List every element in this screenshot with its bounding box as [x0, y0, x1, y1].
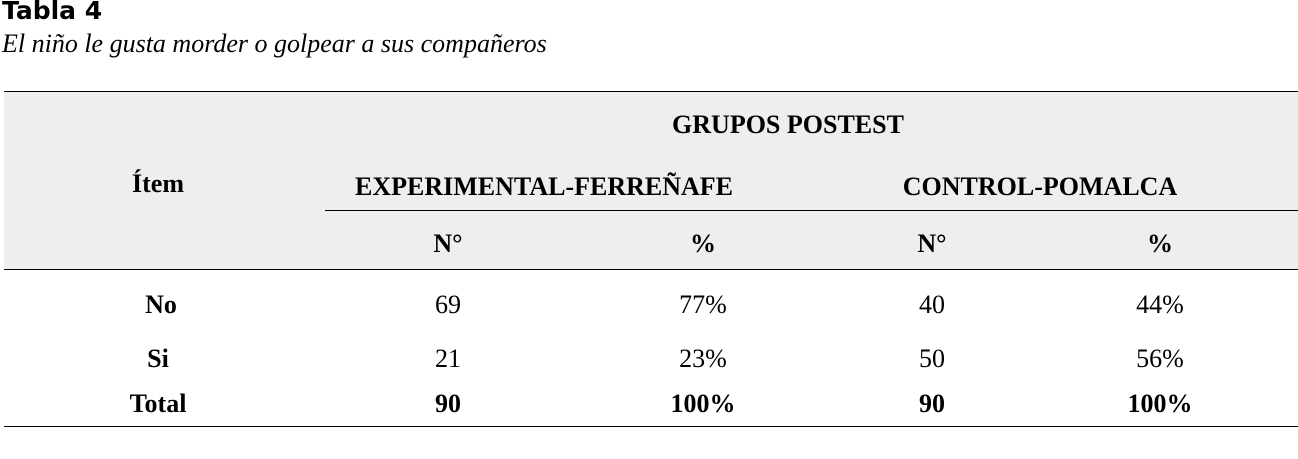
header-ctrl-pct: % [1147, 229, 1173, 258]
row-exp-n: 21 [435, 344, 461, 373]
header-group-experimental: EXPERIMENTAL-FERREÑAFE [355, 172, 733, 201]
top-rule [4, 91, 1298, 92]
header-group-title: GRUPOS POSTEST [672, 110, 904, 139]
bottom-rule [4, 426, 1298, 427]
row-ctrl-n: 40 [919, 290, 945, 319]
total-ctrl-n: 90 [919, 389, 945, 418]
header-bottom-rule [4, 269, 1298, 270]
header-ctrl-n: N° [917, 229, 947, 258]
total-exp-pct: 100% [670, 389, 736, 418]
header-exp-pct: % [690, 229, 716, 258]
total-exp-n: 90 [435, 389, 461, 418]
row-exp-n: 69 [435, 290, 461, 319]
row-item: No [145, 290, 177, 319]
row-ctrl-pct: 56% [1136, 344, 1184, 373]
header-exp-n: N° [433, 229, 463, 258]
row-ctrl-n: 50 [919, 344, 945, 373]
row-item: Si [147, 344, 169, 373]
group-rule [325, 210, 1298, 211]
row-exp-pct: 77% [679, 290, 727, 319]
row-exp-pct: 23% [679, 344, 727, 373]
total-ctrl-pct: 100% [1127, 389, 1193, 418]
row-ctrl-pct: 44% [1136, 290, 1184, 319]
header-item: Ítem [132, 169, 184, 198]
table-header-background [4, 92, 1298, 270]
header-group-control: CONTROL-POMALCA [902, 172, 1178, 201]
table-label: Tabla 4 [2, 0, 103, 25]
table-caption: El niño le gusta morder o golpear a sus … [2, 29, 547, 58]
total-item: Total [129, 389, 187, 418]
